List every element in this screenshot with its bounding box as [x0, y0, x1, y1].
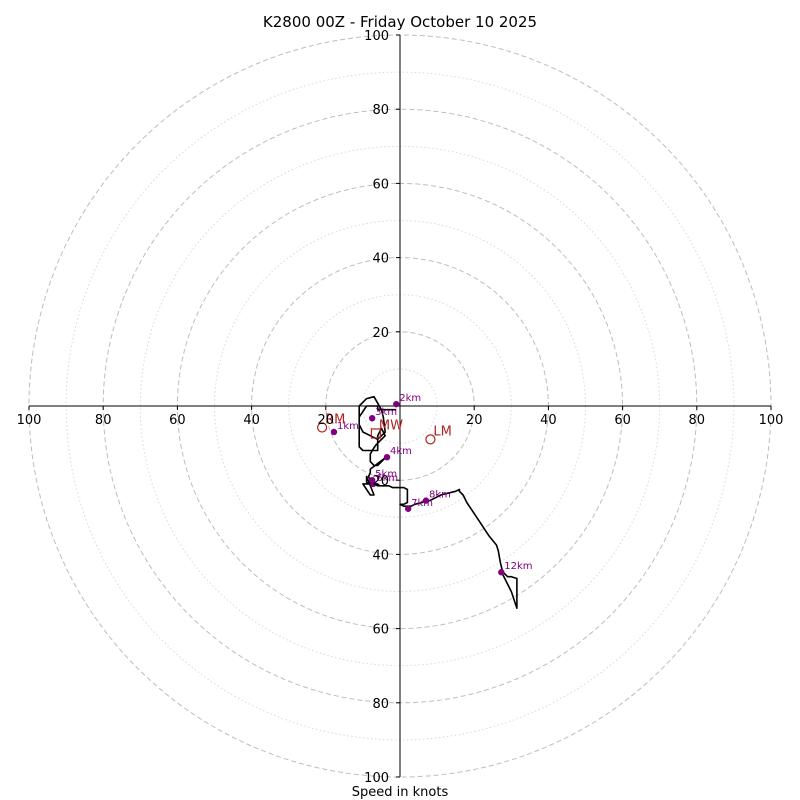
height-marker-label: 5km [375, 469, 397, 480]
x-axis-label: Speed in knots [352, 785, 449, 800]
height-marker-label: 2km [399, 393, 421, 404]
height-marker-point [383, 453, 391, 461]
height-marker-point [330, 428, 338, 436]
height-marker-point [393, 400, 400, 408]
y-tick-label: 20 [372, 474, 389, 489]
storm-motion-label: RM [325, 413, 345, 428]
storm-motion-marker [316, 422, 328, 433]
chart-title: K2800 00Z - Friday October 10 2025 [263, 13, 537, 31]
y-tick-label: 60 [372, 623, 389, 638]
height-marker-label: 12km [504, 561, 532, 572]
y-tick-label: 60 [372, 177, 389, 192]
y-tick-label: 40 [372, 252, 389, 267]
y-tick-label: 40 [372, 548, 389, 563]
axes [28, 34, 772, 778]
y-tick-label: 100 [364, 771, 389, 786]
mean-wind-marker [370, 428, 381, 439]
storm-motion-marker [425, 434, 436, 445]
height-marker-label: 6km [376, 473, 398, 484]
hodograph-trace [358, 395, 518, 610]
storm-motion-label: MW [379, 418, 403, 433]
height-marker-point [368, 415, 376, 422]
height-marker-label: 1km [337, 421, 359, 432]
storm-motion-label: LM [433, 424, 451, 439]
height-marker-label: 8km [429, 490, 451, 501]
x-tick-label: 80 [95, 413, 112, 428]
x-tick-label: 20 [466, 413, 483, 428]
height-marker-point [404, 505, 412, 512]
storm-motion-markers: RM LM MW [316, 413, 452, 445]
x-tick-label: 40 [540, 413, 557, 428]
tick-labels: 100 80 60 40 20 20 40 60 80 100 100 80 60 40 20 20 40 60 8… [17, 29, 784, 786]
y-tick-label: 80 [372, 697, 389, 712]
height-marker-point [370, 480, 377, 488]
x-tick-label: 100 [759, 413, 784, 428]
x-tick-label: 60 [169, 413, 186, 428]
height-marker-label: 3km [375, 407, 397, 418]
height-marker-label: 7km [411, 498, 433, 509]
hodograph-line [358, 395, 518, 610]
y-tick-label: 80 [372, 103, 389, 118]
x-tick-label: 20 [318, 413, 335, 428]
height-marker-point [498, 569, 505, 576]
x-tick-label: 60 [614, 413, 631, 428]
height-marker-point [422, 497, 430, 504]
y-tick-label: 100 [364, 29, 389, 44]
x-tick-label: 40 [243, 413, 260, 428]
height-marker-label: 4km [390, 446, 412, 457]
x-tick-label: 100 [17, 413, 42, 428]
y-tick-label: 20 [372, 326, 389, 341]
x-tick-label: 80 [689, 413, 706, 428]
